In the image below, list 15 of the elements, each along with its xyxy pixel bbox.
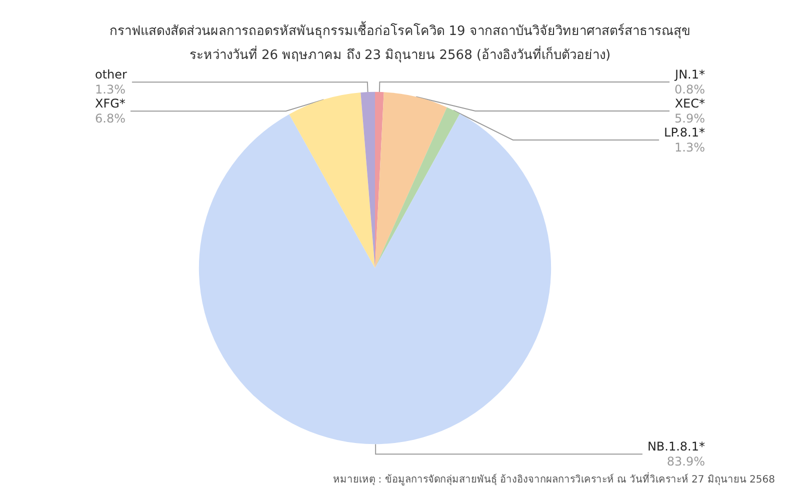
slice-label: LP.8.1*	[664, 125, 705, 140]
chart-subtitle: ระหว่างวันที่ 26 พฤษภาคม ถึง 23 มิถุนายน 2568 (อ้างอิงวันที่เก็บตัวอย่าง)	[189, 45, 611, 63]
data-label: 1.3%	[674, 140, 705, 154]
slice-label: JN.1*	[674, 67, 705, 82]
data-label: 83.9%	[666, 454, 705, 469]
text: หมายเหตุ : ข้อมูลการจัดกลุ่มสายพันธุ์ อ้างอิงจากผลการวิเคราะห์ ณ วันที่วิเคราะห์ 27 มิถุนายน 2568	[333, 472, 776, 486]
data-label: 6.8%	[95, 112, 126, 126]
slice-label: other	[95, 68, 128, 82]
data-label: 1.3%	[95, 82, 126, 97]
data-label: 5.9%	[674, 111, 705, 126]
slice-label: XFG*	[95, 96, 126, 111]
data-label: 0.8%	[674, 82, 705, 96]
slice-label: NB.1.8.1*	[647, 440, 705, 454]
chart-title: กราฟแสดงสัดส่วนผลการถอดรหัสพันธุกรรมเชื้อก่อโรคโควิด 19 จากสถาบันวิจัยวิทยาศาสตร์สาธารณสุข	[110, 21, 690, 39]
slice-label: XEC*	[674, 96, 705, 110]
